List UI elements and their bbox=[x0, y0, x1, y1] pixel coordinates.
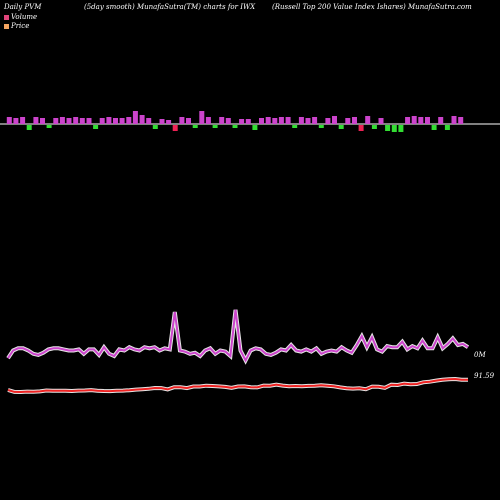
volume-bar bbox=[418, 117, 424, 124]
volume-bar bbox=[53, 118, 59, 124]
volume-bar bbox=[146, 118, 152, 124]
volume-bar bbox=[444, 125, 450, 130]
volume-bar bbox=[411, 116, 417, 124]
volume-bar bbox=[66, 118, 72, 124]
volume-bar bbox=[126, 117, 132, 124]
volume-bar bbox=[212, 125, 218, 128]
volume-bar bbox=[86, 118, 92, 124]
volume-bar bbox=[232, 125, 238, 128]
volume-bar bbox=[79, 118, 85, 124]
legend-volume-swatch bbox=[4, 14, 9, 20]
volume-bar bbox=[106, 117, 112, 124]
volume-bar bbox=[259, 118, 264, 124]
volume-bar bbox=[285, 117, 291, 124]
volume-bar bbox=[365, 116, 371, 124]
volume-bar bbox=[93, 125, 99, 129]
volume-bar bbox=[13, 118, 19, 124]
legend-volume: Volume bbox=[4, 13, 37, 21]
volume-bar bbox=[431, 125, 437, 130]
volume-bar bbox=[119, 118, 125, 124]
volume-bar bbox=[391, 125, 397, 132]
volume-bar bbox=[192, 125, 198, 128]
price-end-label: 91.59 bbox=[474, 372, 495, 380]
volume-bar bbox=[33, 117, 39, 124]
chart-title-right: (Russell Top 200 Value Index Ishares) Mu… bbox=[272, 3, 472, 11]
volume-bar bbox=[152, 125, 158, 129]
volume-end-label: 0M bbox=[474, 351, 486, 359]
volume-bar bbox=[205, 117, 211, 124]
volume-bar bbox=[73, 117, 79, 124]
legend-price-swatch bbox=[4, 23, 9, 29]
volume-bar bbox=[225, 118, 231, 124]
volume-bar bbox=[345, 118, 351, 124]
volume-bar bbox=[305, 118, 311, 124]
legend-volume-label: Volume bbox=[11, 13, 38, 21]
volume-bar bbox=[292, 125, 298, 128]
volume-bar bbox=[265, 117, 271, 124]
volume-bar bbox=[358, 125, 364, 131]
volume-bar bbox=[40, 118, 45, 124]
volume-bar bbox=[186, 118, 191, 124]
volume-bar bbox=[59, 117, 65, 124]
price-line bbox=[7, 377, 468, 394]
legend-price-label: Price bbox=[11, 22, 30, 30]
volume-bar bbox=[166, 120, 172, 124]
chart-title-middle: (5day smooth) MunafaSutra(TM) charts for… bbox=[84, 3, 256, 11]
volume-bar bbox=[99, 118, 105, 124]
volume-bar bbox=[139, 115, 145, 124]
volume-bar bbox=[352, 117, 357, 124]
legend-price: Price bbox=[4, 22, 29, 30]
volume-bar bbox=[132, 111, 138, 124]
volume-bar bbox=[332, 116, 337, 124]
volume-bar bbox=[458, 117, 464, 124]
volume-bar bbox=[438, 117, 444, 124]
volume-bar bbox=[239, 119, 245, 124]
volume-bar bbox=[378, 118, 384, 124]
volume-bar bbox=[405, 117, 411, 124]
volume-bar bbox=[325, 118, 331, 124]
volume-bar bbox=[385, 125, 391, 131]
volume-bar bbox=[425, 117, 430, 124]
volume-bar bbox=[245, 119, 251, 124]
volume-bar bbox=[312, 117, 318, 124]
volume-bar bbox=[298, 117, 304, 124]
volume-bar bbox=[199, 111, 205, 124]
volume-bar bbox=[219, 117, 225, 124]
volume-bar bbox=[318, 125, 324, 128]
volume-bar bbox=[371, 125, 377, 129]
volume-bar bbox=[179, 117, 185, 124]
volume-bar bbox=[451, 116, 457, 124]
volume-bar bbox=[20, 117, 26, 124]
volume-bar bbox=[272, 118, 278, 124]
volume-bar bbox=[159, 119, 165, 124]
volume-bar bbox=[6, 117, 12, 124]
volume-bar bbox=[398, 125, 404, 132]
volume-line bbox=[7, 309, 469, 363]
volume-bar bbox=[338, 125, 344, 129]
volume-bar bbox=[252, 125, 258, 130]
volume-bar bbox=[172, 125, 178, 131]
volume-bar bbox=[278, 117, 284, 124]
volume-bar bbox=[26, 125, 32, 130]
volume-bar bbox=[113, 118, 118, 124]
chart-title-left: Daily PVM bbox=[4, 3, 42, 11]
volume-bar bbox=[46, 125, 52, 128]
